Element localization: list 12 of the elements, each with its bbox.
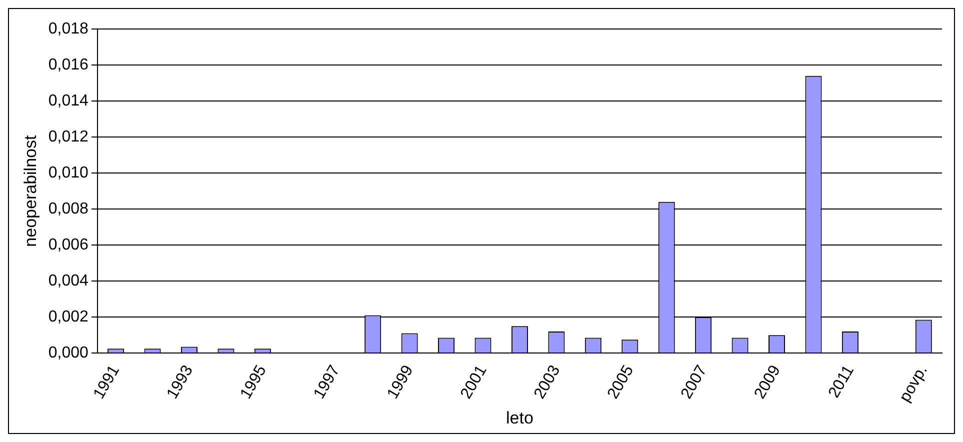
y-tick-label: 0,012: [48, 128, 89, 146]
y-tick-label: 0,010: [48, 164, 89, 182]
y-tick-label: 0,000: [48, 344, 89, 362]
y-tick-label: 0,004: [48, 272, 89, 290]
y-tick-label: 0,014: [48, 92, 89, 110]
y-axis-title: neoperabilnost: [20, 135, 40, 247]
y-tick-label: 0,006: [48, 236, 89, 254]
y-tick-label: 0,016: [48, 56, 89, 74]
y-tick-label: 0,018: [48, 20, 89, 38]
x-axis-title: leto: [506, 408, 534, 428]
y-tick-label: 0,008: [48, 200, 89, 218]
y-tick-label: 0,002: [48, 308, 89, 326]
